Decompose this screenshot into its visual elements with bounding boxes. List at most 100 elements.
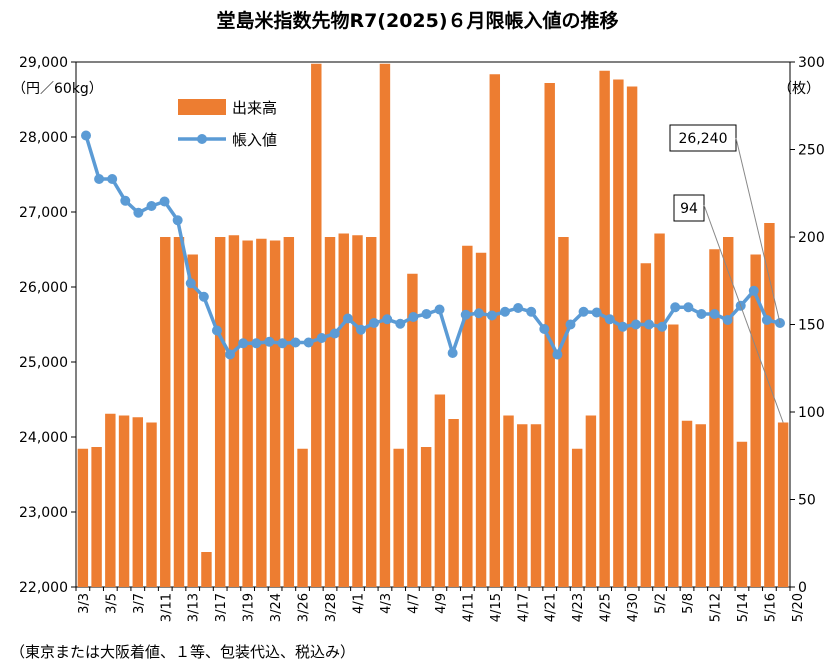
price-point <box>369 318 380 328</box>
x-tick-label: 3/13 <box>187 593 202 622</box>
callout-text-volume: 94 <box>680 201 698 217</box>
price-point <box>500 306 511 317</box>
left-tick-label: 29,000 <box>19 55 68 71</box>
right-tick-label: 100 <box>798 405 825 421</box>
volume-bar <box>448 419 459 587</box>
right-axis-unit: （枚） <box>778 81 820 97</box>
x-tick-label: 5/2 <box>654 593 669 614</box>
volume-bar <box>764 223 775 587</box>
x-tick-label: 3/11 <box>159 593 174 622</box>
volume-bar <box>489 74 501 587</box>
callout-leader-volume <box>703 204 784 423</box>
price-line <box>81 130 785 360</box>
volume-bar <box>654 233 665 587</box>
volume-bar <box>558 237 569 587</box>
x-tick-label: 3/26 <box>297 593 312 622</box>
price-point <box>434 304 445 315</box>
price-point <box>264 336 275 347</box>
price-point <box>657 321 668 332</box>
volume-bar <box>530 424 542 587</box>
x-tick-label: 4/17 <box>516 593 531 622</box>
x-tick-label: 3/7 <box>132 593 147 614</box>
x-tick-label: 5/8 <box>681 593 696 614</box>
price-point <box>408 312 419 322</box>
volume-bar <box>324 237 336 587</box>
price-point <box>421 309 432 319</box>
left-tick-label: 27,000 <box>19 205 68 221</box>
volume-bar <box>77 448 89 587</box>
price-point <box>185 278 196 289</box>
volume-bar <box>599 70 610 587</box>
price-point <box>696 309 707 319</box>
volume-bar <box>668 324 679 587</box>
x-tick-label: 4/1 <box>351 593 366 614</box>
price-point <box>146 201 157 211</box>
x-tick-label: 4/25 <box>599 593 614 622</box>
volume-bar <box>393 448 404 587</box>
volume-bar <box>420 447 432 587</box>
chart-footnote: （東京または大阪着値、１等、包装代込、税込み） <box>10 643 356 661</box>
price-point <box>238 338 249 349</box>
volume-bar <box>201 552 212 587</box>
price-point <box>355 324 366 335</box>
price-point <box>81 130 91 141</box>
x-tick-label: 4/11 <box>461 593 476 622</box>
price-point <box>486 310 497 321</box>
x-tick-label: 4/23 <box>571 593 586 622</box>
price-point <box>159 196 170 207</box>
volume-bar <box>269 240 281 587</box>
volume-bar <box>311 63 322 587</box>
left-tick-label: 25,000 <box>19 355 68 371</box>
right-tick-label: 50 <box>798 493 816 509</box>
volume-bars <box>77 63 789 587</box>
price-point <box>251 338 262 349</box>
callout-text-price: 26,240 <box>679 131 728 147</box>
right-tick-label: 0 <box>798 580 807 596</box>
price-point <box>539 324 550 334</box>
price-point <box>290 337 301 348</box>
volume-bar <box>585 415 597 587</box>
volume-bar <box>160 237 171 587</box>
x-tick-label: 3/5 <box>104 593 119 614</box>
x-tick-label: 4/30 <box>626 593 641 622</box>
x-tick-label: 4/21 <box>544 593 559 622</box>
left-tick-label: 24,000 <box>19 430 68 446</box>
left-axis-unit: （円／60kg） <box>12 81 103 97</box>
x-tick-label: 5/14 <box>736 593 751 622</box>
price-point <box>630 319 641 330</box>
x-tick-label: 5/20 <box>791 593 806 622</box>
x-tick-label: 3/17 <box>214 593 229 622</box>
volume-bar <box>544 83 555 587</box>
volume-bar <box>132 417 144 587</box>
price-point <box>526 306 537 317</box>
x-tick-label: 4/15 <box>489 593 504 622</box>
price-point <box>198 291 209 302</box>
chart-title: 堂島米指数先物R7(2025)６月限帳入値の推移 <box>216 10 619 32</box>
volume-bar <box>475 252 487 587</box>
left-tick-label: 22,000 <box>19 580 68 596</box>
price-point <box>211 325 222 336</box>
price-point <box>395 318 406 329</box>
volume-bar <box>640 263 652 587</box>
price-point <box>94 174 105 184</box>
volume-bar <box>503 415 514 587</box>
price-point <box>604 314 615 325</box>
volume-bar <box>709 249 720 587</box>
x-tick-label: 5/12 <box>708 593 723 622</box>
price-point <box>748 285 759 296</box>
volume-bar <box>256 238 267 587</box>
price-point <box>329 328 340 339</box>
x-tick-label: 5/16 <box>763 593 778 622</box>
volume-bar <box>695 424 706 587</box>
callout-leader-price <box>735 137 781 324</box>
price-point <box>617 321 628 332</box>
volume-bar <box>613 79 624 587</box>
price-point <box>303 337 314 348</box>
x-tick-label: 4/3 <box>379 593 394 614</box>
left-tick-label: 28,000 <box>19 130 68 146</box>
x-tick-label: 3/3 <box>77 593 92 614</box>
price-point <box>460 309 471 320</box>
volume-bar <box>379 63 391 587</box>
price-point <box>552 349 563 360</box>
